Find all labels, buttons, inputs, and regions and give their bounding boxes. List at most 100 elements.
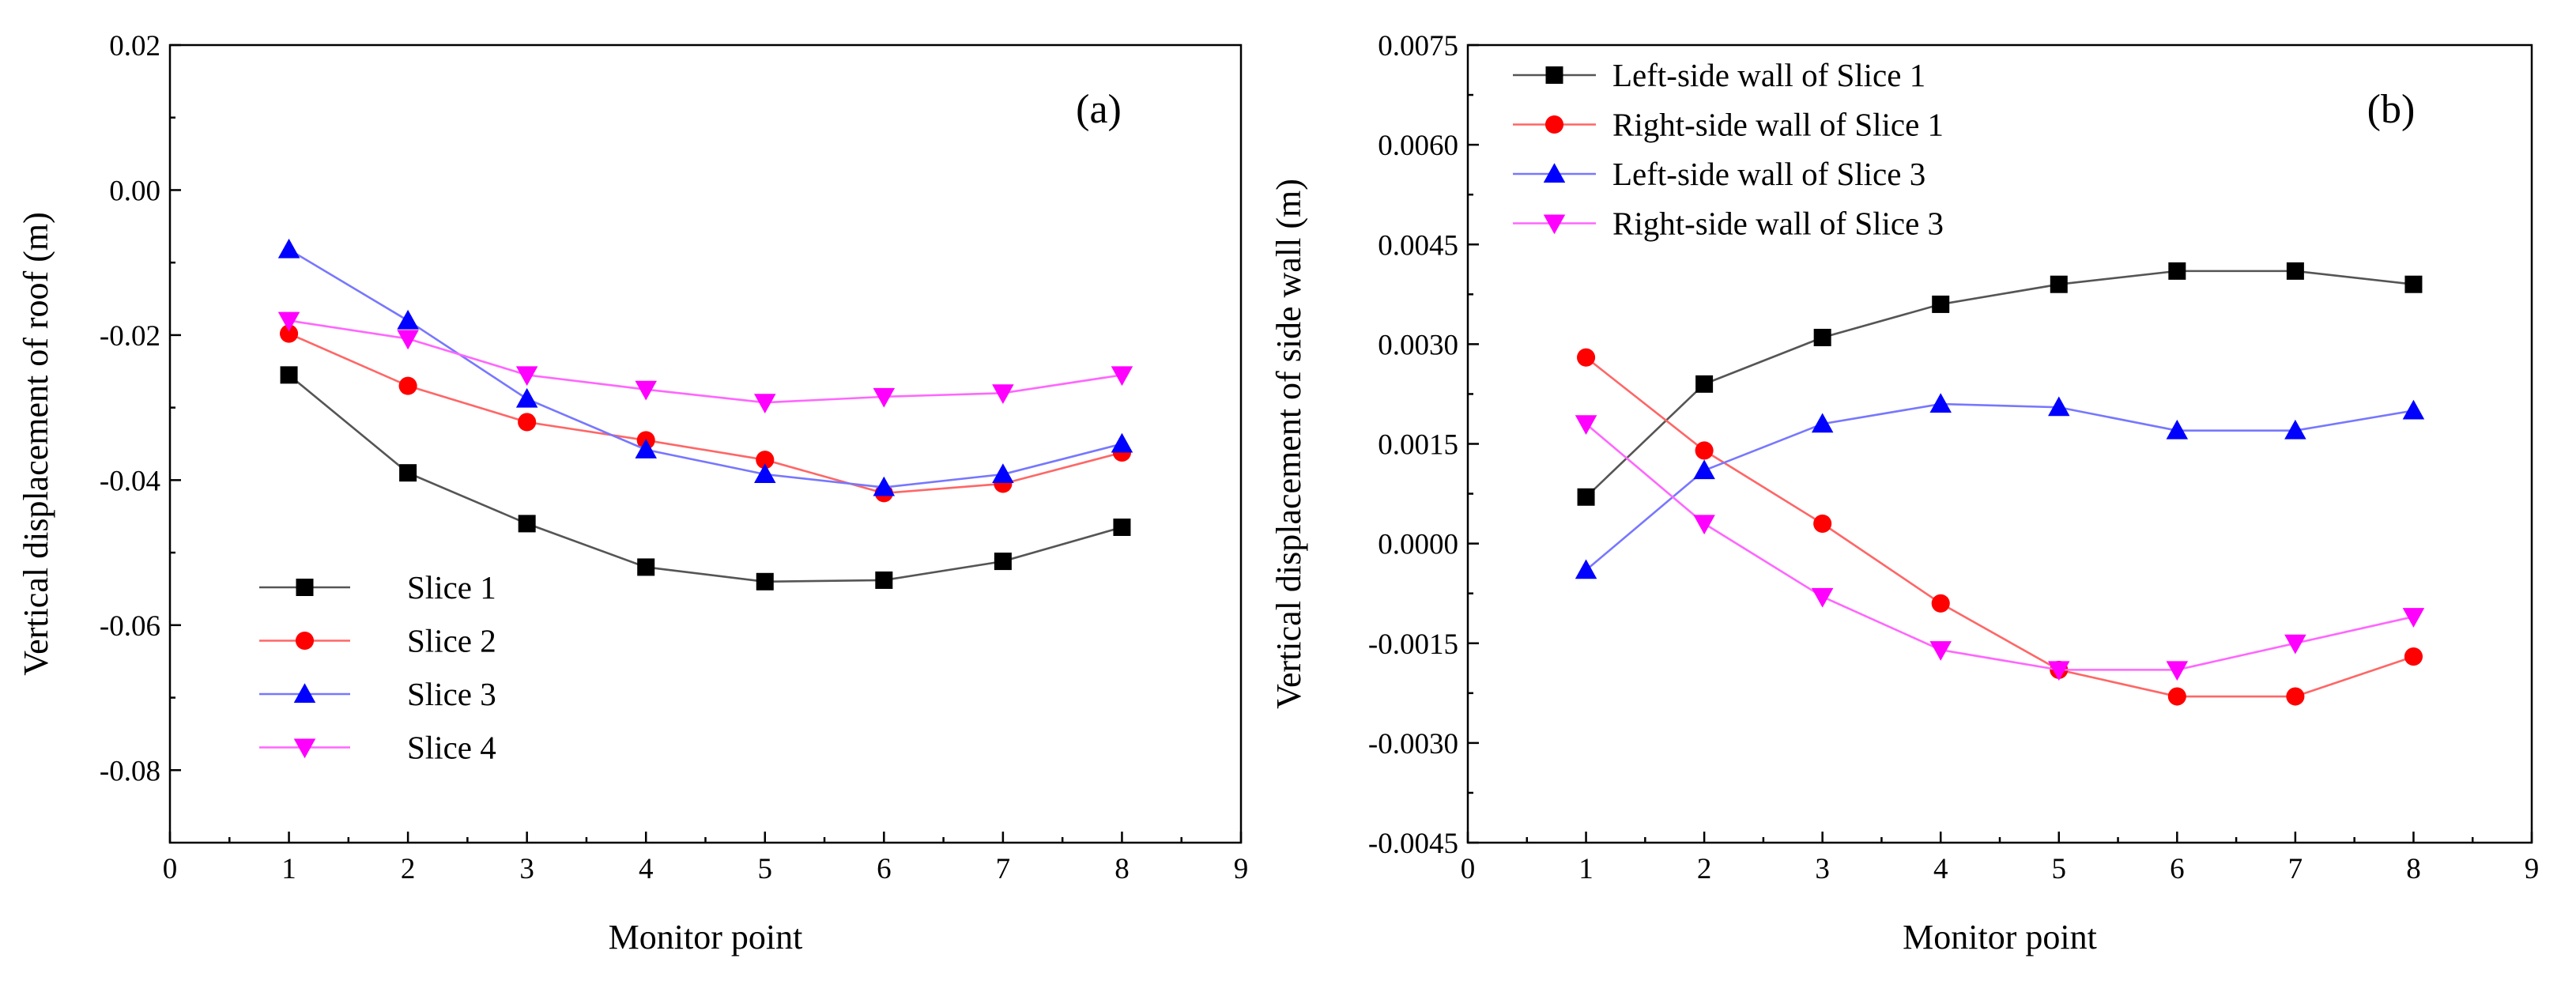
panel-label: (a)	[1076, 87, 1122, 132]
legend-marker	[1545, 66, 1563, 84]
series-2	[280, 324, 1131, 503]
series-4	[1575, 415, 2425, 681]
data-point	[2402, 608, 2425, 628]
legend-marker	[1544, 115, 1564, 134]
data-point	[2284, 419, 2306, 440]
y-axis-title: Vertical displacement of roof (m)	[17, 212, 55, 675]
x-tick-label: 7	[996, 853, 1011, 885]
x-tick-label: 8	[2406, 853, 2421, 885]
data-point	[754, 463, 776, 484]
data-point	[754, 394, 776, 413]
data-point	[2404, 275, 2423, 293]
series-4	[277, 311, 1133, 413]
y-tick-label: 0.0030	[1378, 329, 1458, 361]
data-point	[2286, 262, 2304, 280]
legend-label: Left-side wall of Slice 1	[1612, 57, 1925, 93]
data-point	[399, 464, 417, 482]
data-point	[756, 572, 774, 590]
x-tick-label: 1	[1578, 853, 1593, 885]
x-tick-label: 5	[2052, 853, 2067, 885]
series-line	[289, 332, 1122, 495]
x-axis-title: Monitor point	[1903, 918, 2097, 956]
legend-label: Slice 1	[407, 569, 496, 606]
legend-marker	[293, 738, 316, 759]
data-point	[277, 311, 300, 332]
x-tick-label: 4	[1933, 853, 1948, 885]
x-tick-label: 2	[401, 853, 416, 885]
legend-label: Right-side wall of Slice 1	[1612, 107, 1944, 143]
legend: Slice 1 Slice 2 Slice 3 Slice 4	[259, 569, 496, 766]
x-tick-label: 0	[1461, 853, 1476, 885]
y-tick-label: -0.08	[100, 755, 160, 787]
y-tick-label: -0.0030	[1368, 728, 1458, 760]
data-point	[2166, 661, 2189, 681]
data-point	[277, 238, 300, 258]
series-line	[288, 248, 1122, 489]
data-point	[2050, 275, 2068, 293]
data-point	[2048, 661, 2070, 681]
data-point	[1577, 348, 1596, 367]
y-tick-label: 0.0075	[1378, 30, 1458, 62]
y-tick-label: 0.0060	[1378, 130, 1458, 162]
series-3	[277, 238, 1133, 496]
x-tick-label: 2	[1697, 853, 1712, 885]
data-point	[280, 324, 299, 343]
legend-label: Slice 2	[407, 623, 496, 659]
data-point	[1811, 413, 1834, 433]
data-point	[398, 376, 417, 395]
data-point	[992, 463, 1014, 484]
series-1	[1577, 262, 2423, 506]
data-point	[397, 330, 419, 350]
data-point	[1932, 295, 1950, 313]
x-tick-label: 6	[2170, 853, 2185, 885]
data-point	[1575, 415, 1597, 436]
data-point	[635, 380, 657, 401]
data-point	[1929, 641, 1952, 661]
data-point	[1113, 518, 1131, 536]
data-point	[994, 553, 1012, 571]
data-point	[1111, 432, 1133, 453]
y-tick-label: -0.0045	[1368, 828, 1458, 860]
panel-label: (b)	[2367, 87, 2416, 132]
y-tick-label: 0.0015	[1378, 429, 1458, 462]
legend-marker	[296, 579, 314, 596]
y-tick-label: -0.06	[100, 610, 160, 643]
data-point	[1695, 375, 1714, 393]
legend-marker	[295, 631, 315, 651]
x-tick-label: 3	[1815, 853, 1830, 885]
y-tick-label: 0.0045	[1378, 229, 1458, 262]
legend: Left-side wall of Slice 1 Right-side wall…	[1513, 57, 1944, 242]
data-point	[2284, 634, 2306, 655]
data-point	[515, 366, 538, 387]
x-tick-label: 6	[877, 853, 892, 885]
y-tick-label: 0.02	[109, 30, 160, 62]
series-line	[1585, 423, 2414, 671]
data-point	[1931, 594, 1950, 613]
y-tick-label: -0.04	[100, 465, 160, 497]
y-tick-label: -0.0015	[1368, 628, 1458, 661]
x-tick-label: 5	[758, 853, 773, 885]
x-tick-label: 9	[2525, 853, 2540, 885]
y-tick-label: -0.02	[100, 320, 160, 353]
data-point	[2286, 687, 2305, 706]
x-tick-label: 1	[281, 853, 296, 885]
series-3	[1575, 393, 2425, 579]
data-point	[1813, 514, 1832, 533]
x-tick-label: 3	[519, 853, 534, 885]
data-point	[1111, 366, 1133, 387]
series-line	[1585, 402, 2414, 572]
legend-marker	[1543, 163, 1566, 183]
x-tick-label: 4	[639, 853, 654, 885]
data-point	[2404, 647, 2423, 666]
data-point	[1575, 559, 1597, 579]
data-point	[1577, 488, 1595, 506]
data-point	[2048, 396, 2070, 417]
x-tick-label: 9	[1234, 853, 1249, 885]
x-tick-label: 8	[1115, 853, 1130, 885]
data-point	[518, 413, 537, 432]
x-axis-title: Monitor point	[609, 918, 803, 956]
y-tick-label: 0.0000	[1378, 529, 1458, 561]
data-point	[1813, 328, 1831, 346]
